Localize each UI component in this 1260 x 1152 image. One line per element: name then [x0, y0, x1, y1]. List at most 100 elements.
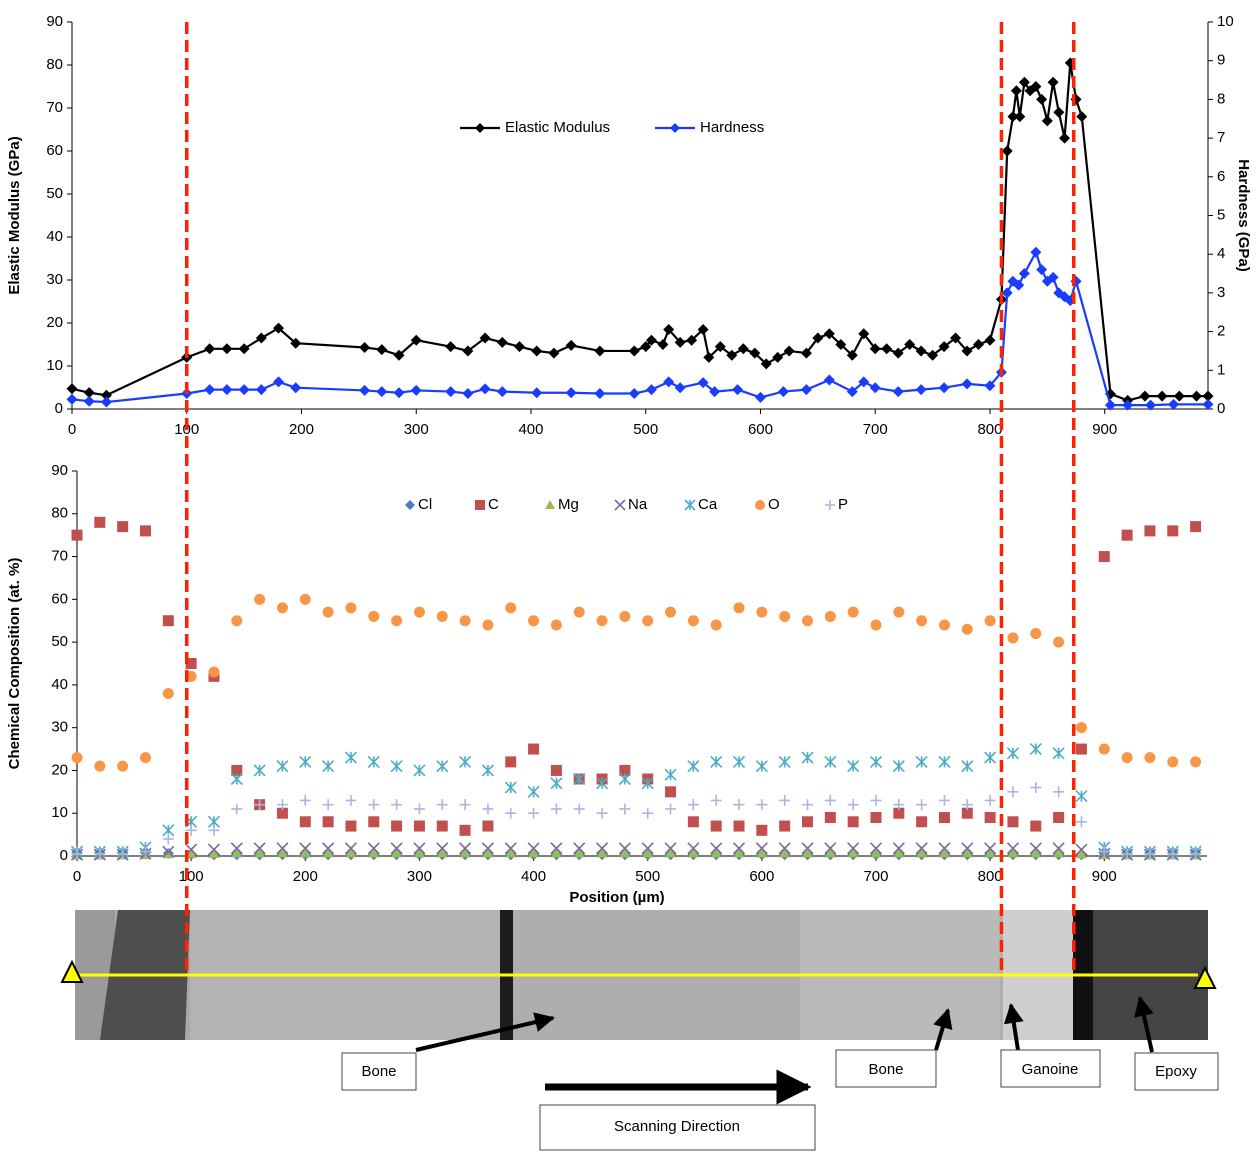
marker [162, 845, 175, 858]
marker [915, 842, 928, 855]
marker [1007, 632, 1019, 644]
marker [846, 349, 858, 361]
marker [413, 803, 425, 815]
marker [1007, 816, 1019, 828]
marker [614, 499, 626, 511]
marker [550, 842, 563, 855]
marker [531, 345, 543, 357]
marker [390, 760, 403, 773]
marker [1122, 399, 1134, 411]
marker [1075, 843, 1088, 856]
marker [1202, 390, 1214, 402]
marker [961, 842, 974, 855]
marker [273, 322, 285, 334]
x-tick-label: 600 [749, 868, 774, 885]
marker [290, 382, 302, 394]
marker [665, 803, 677, 815]
marker [665, 606, 677, 618]
marker [550, 777, 563, 790]
marker [973, 339, 985, 350]
marker [847, 816, 859, 828]
marker [208, 824, 220, 836]
marker [1047, 76, 1059, 88]
marker [71, 752, 83, 764]
marker [892, 386, 904, 398]
marker [1139, 390, 1151, 402]
marker [1202, 398, 1214, 410]
x-tick-label: 200 [293, 868, 318, 885]
marker [253, 764, 266, 777]
marker [1121, 752, 1133, 764]
marker [800, 347, 812, 359]
y2-tick-label: 8 [1217, 90, 1225, 107]
marker [255, 384, 267, 396]
marker [847, 799, 859, 811]
marker [687, 816, 699, 828]
marker [391, 847, 403, 858]
marker [628, 388, 640, 400]
marker [823, 374, 835, 386]
marker [802, 847, 814, 858]
marker [459, 824, 471, 836]
label-box [835, 1049, 937, 1088]
marker [545, 500, 555, 509]
marker [596, 615, 608, 627]
marker [254, 799, 266, 811]
marker [710, 820, 722, 832]
annotations: Bone Bone Ganoine Epoxy Scanning Directi… [341, 996, 1219, 1151]
marker [1029, 842, 1042, 855]
marker [231, 847, 243, 858]
y2-tick-label: 10 [1217, 13, 1234, 30]
marker [938, 847, 950, 858]
marker [802, 615, 814, 627]
y2-tick-label: 6 [1217, 168, 1225, 185]
x-axis-label: Position (µm) [569, 889, 664, 906]
marker [221, 384, 233, 396]
marker [915, 755, 928, 768]
marker [1075, 816, 1087, 828]
marker [825, 500, 835, 510]
marker [1076, 111, 1088, 123]
marker [824, 794, 836, 806]
marker [299, 847, 311, 858]
marker [642, 807, 654, 819]
marker [847, 842, 860, 855]
marker [916, 847, 928, 858]
marker [1167, 756, 1179, 768]
marker [733, 847, 745, 858]
marker [893, 807, 905, 819]
marker [504, 781, 517, 794]
marker [710, 619, 722, 631]
marker [276, 842, 289, 855]
marker [459, 842, 472, 855]
x-tick-label: 100 [179, 868, 204, 885]
marker [938, 842, 951, 855]
marker [405, 500, 415, 510]
marker [1041, 115, 1053, 127]
marker [505, 807, 517, 819]
x-tick-label: 800 [977, 421, 1002, 438]
marker [697, 377, 709, 389]
marker [83, 387, 95, 399]
legend-label: Na [628, 496, 648, 513]
label-box [539, 1104, 816, 1151]
y2-axis-label: Hardness (GPa) [1235, 159, 1252, 272]
marker [573, 772, 586, 786]
y-tick-label: 80 [51, 505, 68, 522]
marker [802, 799, 814, 811]
marker [670, 123, 680, 133]
y2-tick-label: 2 [1217, 323, 1225, 340]
marker [550, 619, 562, 631]
marker [368, 816, 380, 828]
marker [737, 343, 749, 355]
marker [436, 610, 448, 622]
marker [71, 848, 83, 860]
marker [927, 349, 939, 361]
marker [359, 384, 371, 396]
marker [835, 339, 847, 350]
marker [162, 687, 174, 699]
marker [322, 842, 335, 855]
marker [565, 387, 577, 399]
marker [139, 752, 151, 764]
marker [663, 376, 675, 388]
